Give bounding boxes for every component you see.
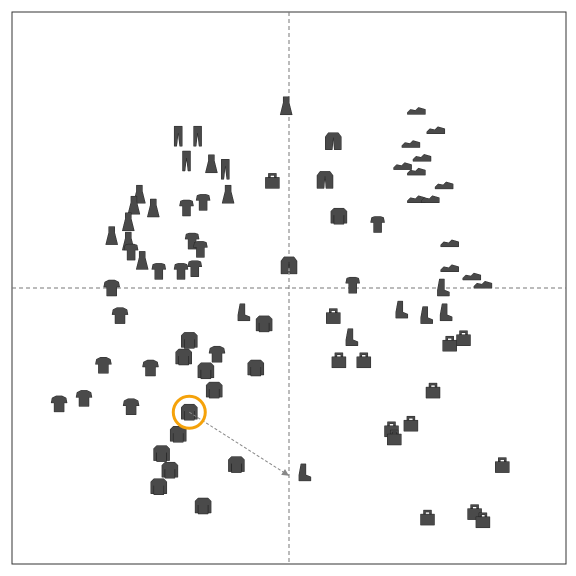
point-sweater-icon-46	[153, 445, 170, 462]
point-dress-icon-11	[205, 154, 218, 174]
point-sweater-icon-38	[197, 362, 215, 380]
point-bag-icon-78	[495, 457, 510, 473]
point-shirt-icon-36	[95, 357, 112, 374]
point-top-icon-28	[187, 260, 203, 277]
point-bag-icon-82	[475, 512, 491, 529]
point-bag-icon-77	[387, 429, 402, 446]
point-bag-icon-71	[356, 352, 372, 369]
point-bag-icon-73	[456, 330, 471, 346]
point-boot-icon-69	[345, 328, 359, 346]
point-shoe-icon-60	[440, 239, 459, 248]
point-bag-icon-68	[326, 308, 341, 324]
point-sweater-icon-47	[161, 461, 179, 479]
point-bag-icon-81	[467, 504, 482, 520]
point-shoe-icon-57	[434, 181, 454, 190]
point-bag-icon-72	[442, 335, 457, 352]
point-sweater-icon-50	[194, 497, 212, 515]
point-sweater-icon-40	[205, 381, 223, 399]
point-trousers-icon-8	[173, 125, 183, 147]
point-shoe-icon-51	[407, 107, 426, 115]
point-boot-icon-31	[237, 303, 251, 322]
point-sweater-icon-49	[150, 478, 168, 495]
point-trousers-icon-12	[221, 159, 230, 180]
point-sweater-icon-3	[330, 207, 348, 225]
arrow-head	[281, 469, 289, 476]
point-shoe-icon-62	[462, 272, 482, 281]
point-shirt-icon-29	[103, 279, 121, 297]
point-dress-icon-18	[221, 184, 235, 204]
point-top-icon-4	[370, 216, 385, 233]
point-shoe-icon-53	[401, 140, 421, 148]
point-dress-icon-25	[135, 251, 149, 270]
point-shirt-icon-41	[50, 395, 68, 413]
point-shirt-icon-37	[142, 359, 159, 377]
point-boot-icon-67	[439, 303, 453, 322]
point-shoe-icon-54	[412, 154, 432, 162]
point-shoe-icon-52	[426, 126, 446, 134]
point-bag-icon-75	[403, 415, 419, 432]
point-boot-icon-66	[420, 306, 433, 324]
point-shoe-icon-55	[393, 162, 412, 170]
scatter-points	[50, 96, 510, 529]
point-sweater-icon-33	[181, 332, 198, 349]
point-dress-icon-14	[127, 195, 141, 215]
point-boot-icon-65	[395, 300, 409, 319]
point-sweater-icon-35	[175, 348, 192, 366]
point-trousers-icon-9	[193, 125, 202, 147]
point-bag-icon-70	[331, 352, 347, 369]
point-shoe-icon-56	[407, 167, 426, 176]
point-boot-icon-64	[437, 278, 450, 297]
point-shoe-icon-59	[421, 195, 440, 203]
point-top-icon-7	[345, 276, 361, 294]
point-bag-icon-5	[265, 173, 280, 189]
point-top-icon-26	[151, 263, 167, 280]
point-jacket-icon-6	[280, 256, 298, 275]
point-shirt-icon-42	[75, 390, 93, 407]
point-top-icon-17	[195, 194, 211, 211]
point-top-icon-16	[179, 199, 194, 217]
highlight-circle	[171, 394, 207, 430]
point-top-icon-24	[123, 243, 139, 261]
point-top-icon-23	[193, 241, 208, 258]
point-top-icon-27	[173, 263, 189, 280]
point-dress-icon-15	[146, 198, 160, 218]
point-shirt-icon-30	[111, 307, 129, 324]
point-dress-icon-20	[105, 226, 119, 245]
point-dress-icon-19	[121, 212, 135, 232]
point-dress-icon-0	[279, 96, 293, 116]
point-shirt-icon-34	[208, 345, 226, 363]
point-jacket-icon-1	[325, 132, 342, 150]
point-shoe-icon-63	[473, 280, 493, 289]
point-sweater-icon-48	[228, 456, 245, 473]
point-shoe-icon-61	[440, 264, 459, 272]
point-jacket-icon-2	[316, 171, 334, 189]
point-trousers-icon-10	[182, 150, 191, 172]
point-bag-icon-80	[420, 509, 435, 526]
point-shoe-icon-58	[407, 195, 426, 203]
point-shirt-icon-43	[122, 398, 140, 415]
point-bag-icon-74	[425, 382, 441, 399]
point-boot-icon-79	[298, 463, 312, 482]
point-sweater-icon-39	[247, 359, 265, 377]
point-sweater-icon-32	[255, 315, 273, 333]
